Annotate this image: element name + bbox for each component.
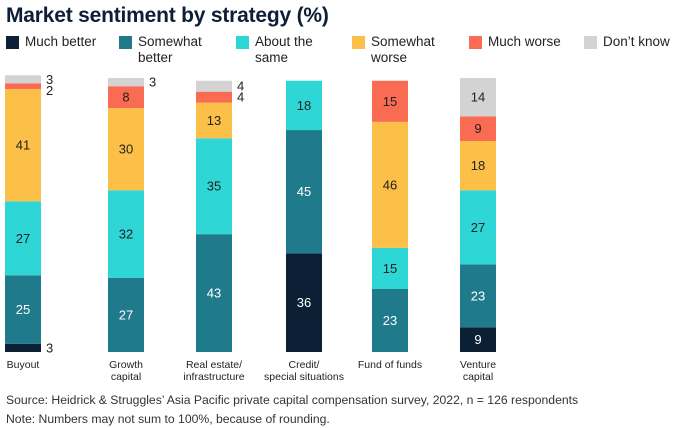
bar-segment-venture-capital-much-worse [460,116,496,142]
data-label-venture-capital-don-t-know: 14 [471,90,485,105]
bar-segment-venture-capital-about-the-same [460,190,496,265]
legend-item-much-better: Much better [6,34,117,50]
bar-segment-growth-capital-much-worse [108,86,144,109]
data-label-venture-capital-somewhat-worse: 18 [471,158,485,173]
data-label-buyout-much-better: 3 [46,340,53,355]
legend-item-somewhat-worse: Somewhat worse [352,34,463,66]
data-label-buyout-much-worse: 2 [46,83,53,98]
bar-segment-real-estate-infrastructure-somewhat-better [196,234,232,352]
footnote: Note: Numbers may not sum to 100%, becau… [6,412,330,426]
data-label-fund-of-funds-somewhat-worse: 46 [383,177,397,192]
bar-segment-growth-capital-somewhat-worse [108,108,144,191]
legend-item-somewhat-better: Somewhat better [119,34,230,66]
bar-segment-growth-capital-about-the-same [108,190,144,279]
bar-segment-buyout-somewhat-better [5,275,41,344]
data-label-buyout-don-t-know: 3 [46,72,53,87]
data-label-fund-of-funds-about-the-same: 15 [383,261,397,276]
legend-label-somewhat-better: Somewhat better [138,34,202,65]
data-label-venture-capital-much-worse: 9 [474,121,481,136]
bar-segment-venture-capital-somewhat-better [460,264,496,328]
bar-segment-fund-of-funds-somewhat-worse [372,121,408,248]
category-label-credit-special-situations: Credit/special situations [264,359,344,383]
bar-segment-real-estate-infrastructure-don-t-know [196,80,232,92]
data-label-buyout-somewhat-better: 25 [16,302,30,317]
data-label-real-estate-infrastructure-don-t-know: 4 [237,79,244,94]
bar-segment-venture-capital-don-t-know [460,78,496,117]
legend-swatch-about-the-same [236,36,249,49]
category-label-venture-capital: Venture capital [460,359,496,383]
legend-label-much-better: Much better [25,34,97,49]
data-label-real-estate-infrastructure-somewhat-worse: 13 [207,113,221,128]
source-note: Source: Heidrick & Struggles’ Asia Pacif… [6,393,579,407]
bar-segment-fund-of-funds-about-the-same [372,247,408,289]
bar-segment-buyout-much-worse [5,83,41,89]
bar-segment-venture-capital-somewhat-worse [460,141,496,191]
legend-label-about-the-same: About the same [255,34,313,65]
legend-label-much-worse: Much worse [488,34,561,49]
data-label-growth-capital-don-t-know: 3 [149,75,156,90]
data-label-fund-of-funds-somewhat-better: 23 [383,313,397,328]
legend-label-somewhat-worse: Somewhat worse [371,34,435,65]
bar-segment-credit-special-situations-about-the-same [286,80,322,131]
legend-swatch-somewhat-better [119,36,132,49]
data-label-credit-special-situations-about-the-same: 18 [297,98,311,113]
bar-segment-credit-special-situations-much-better [286,253,322,352]
bar-segment-buyout-much-better [5,343,41,352]
bar-segment-growth-capital-somewhat-better [108,278,144,352]
data-label-venture-capital-somewhat-better: 23 [471,288,485,303]
data-label-growth-capital-about-the-same: 32 [119,227,133,242]
data-label-buyout-about-the-same: 27 [16,231,30,246]
category-label-real-estate-infrastructure: Real estate/infrastructure [183,359,244,383]
bar-segment-credit-special-situations-somewhat-better [286,130,322,254]
chart-title: Market sentiment by strategy (%) [6,4,329,27]
legend-swatch-much-worse [469,36,482,49]
bar-segment-fund-of-funds-somewhat-better [372,288,408,352]
data-label-growth-capital-much-worse: 8 [122,90,129,105]
data-label-credit-special-situations-much-better: 36 [297,295,311,310]
bar-segment-fund-of-funds-much-worse [372,80,408,122]
legend-item-about-the-same: About the same [236,34,347,66]
legend-item-much-worse: Much worse [469,34,580,50]
bar-segment-real-estate-infrastructure-about-the-same [196,138,232,235]
bar-segment-venture-capital-much-better [460,327,496,352]
bar-segment-real-estate-infrastructure-somewhat-worse [196,102,232,139]
data-label-credit-special-situations-somewhat-better: 45 [297,184,311,199]
data-label-real-estate-infrastructure-somewhat-better: 43 [207,286,221,301]
data-label-venture-capital-about-the-same: 27 [471,220,485,235]
data-label-venture-capital-much-better: 9 [474,332,481,347]
legend-swatch-dont-know [584,36,597,49]
data-label-buyout-somewhat-worse: 41 [16,138,30,153]
data-label-growth-capital-somewhat-worse: 30 [119,142,133,157]
data-label-growth-capital-somewhat-better: 27 [119,308,133,323]
legend: Much better Somewhat better About the sa… [0,34,682,74]
data-label-real-estate-infrastructure-much-worse: 4 [237,90,244,105]
bar-segment-buyout-somewhat-worse [5,88,41,202]
bar-segment-growth-capital-don-t-know [108,78,144,87]
legend-swatch-somewhat-worse [352,36,365,49]
bar-segment-real-estate-infrastructure-much-worse [196,91,232,103]
category-label-buyout: Buyout [7,359,40,371]
category-label-fund-of-funds: Fund of funds [358,359,422,371]
legend-item-dont-know: Don’t know [584,34,682,50]
category-label-growth-capital: Growth capital [109,359,143,383]
legend-label-dont-know: Don’t know [603,34,670,49]
data-label-fund-of-funds-much-worse: 15 [383,94,397,109]
legend-swatch-much-better [6,36,19,49]
bar-segment-buyout-about-the-same [5,201,41,276]
data-label-real-estate-infrastructure-about-the-same: 35 [207,179,221,194]
bar-segment-buyout-don-t-know [5,75,41,84]
